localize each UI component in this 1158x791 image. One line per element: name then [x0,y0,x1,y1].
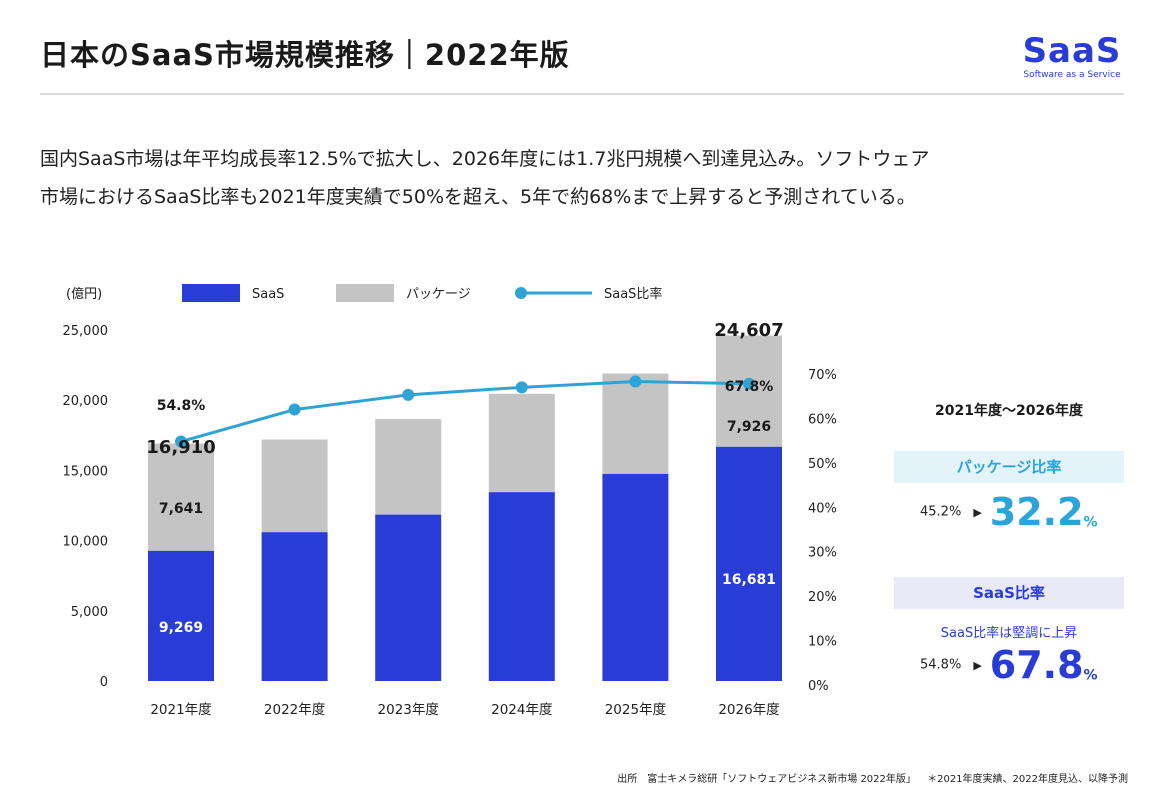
y-right-tick-label: 0% [808,679,829,694]
logo-wordmark: SaaS [1022,31,1122,71]
package-ratio-heading: パッケージ比率 [894,451,1124,483]
saas-ratio-kpi: 54.8% ▶ 67.8% [920,643,1120,687]
legend-label-package: パッケージ [406,287,471,302]
ratio-label-last: 67.8% [725,379,774,395]
y-axis-unit-label: (億円) [66,286,102,302]
saas-ratio-point [288,403,301,416]
saas-bar [148,550,214,681]
comparison-range: 2021年度～2026年度 [935,403,1083,419]
saas-bar [716,446,782,681]
ratio-label-first: 54.8% [157,398,206,414]
saas-ratio-point [402,388,415,401]
package-ratio-unit: % [1083,514,1098,531]
saas-value-label-last: 16,681 [722,572,776,588]
triangle-right-icon: ▶ [973,658,982,672]
lead-text: 国内SaaS市場は年平均成長率12.5%で拡大し、2026年度には1.7兆円規模… [40,140,1130,216]
package-bar [488,393,555,493]
saas-ratio-line [180,380,750,443]
legend-swatch-saas [182,284,240,302]
title-divider [40,93,1124,95]
saas-ratio-unit: % [1083,667,1098,684]
legend-label-ratio: SaaS比率 [604,286,662,302]
package-ratio-value: 32.2 [989,490,1084,534]
forecast-note: ＊2021年度実績、2022年度見込、以降予測 [927,774,1128,785]
saas-ratio-value: 67.8 [989,643,1084,687]
saas-ratio-point [743,377,755,390]
y-left-tick-label: 15,000 [63,464,109,479]
y-left-tick-label: 10,000 [63,535,109,550]
y-left-tick-label: 5,000 [71,605,108,620]
saas-ratio-heading: SaaS比率 [894,577,1124,609]
total-label-first: 16,910 [146,437,215,458]
package-ratio-from: 45.2% [920,504,962,520]
y-right-tick-label: 40% [808,501,837,516]
y-left-tick-label: 0 [100,675,108,690]
page-title: 日本のSaaS市場規模推移｜2022年版 [40,38,570,72]
y-right-tick-label: 30% [808,546,837,561]
x-tick-label: 2023年度 [378,702,439,718]
saas-bar [488,492,555,681]
logo-tagline: Software as a Service [1023,70,1121,80]
x-tick-label: 2025年度 [605,702,666,718]
lead-line-1: 国内SaaS市場は年平均成長率12.5%で拡大し、2026年度には1.7兆円規模… [40,148,930,170]
saas-bar [375,514,442,681]
y-right-tick-label: 70% [808,368,837,383]
y-right-tick-label: 60% [808,412,837,427]
y-left-tick-label: 25,000 [63,324,109,339]
x-tick-label: 2021年度 [150,702,211,718]
package-ratio-kpi: 45.2% ▶ 32.2% [920,490,1120,534]
saas-ratio-point [175,435,187,448]
saas-bar [261,532,328,681]
x-tick-label: 2026年度 [718,702,779,718]
package-value-label-last: 7,926 [727,419,771,435]
saas-ratio-point [629,375,642,388]
package-bar [602,373,669,474]
package-bar [148,443,214,551]
saas-bar [602,473,669,681]
saas-ratio-from: 54.8% [920,657,962,673]
saas-logo: SaaS Software as a Service [1018,34,1126,81]
lead-line-2: 市場におけるSaaS比率も2021年度実績で50%を超え、5年で約68%まで上昇… [40,186,916,208]
triangle-right-icon: ▶ [973,505,982,519]
y-left-tick-label: 20,000 [63,394,109,409]
legend-swatch-package [336,284,394,302]
package-bar [261,439,328,533]
y-right-tick-label: 20% [808,590,837,605]
saas-ratio-note: SaaS比率は堅調に上昇 [940,626,1078,641]
total-label-last: 24,607 [714,320,783,341]
y-right-tick-label: 10% [808,635,837,650]
legend-point-ratio [515,287,527,299]
x-tick-label: 2024年度 [491,702,552,718]
package-bar [716,335,782,447]
market-size-chart: (億円) 0 5,000 10,000 15,000 20,000 25,000 0% 10% 2… [63,284,837,718]
source-footer: 出所 富士キメラ総研「ソフトウェアビジネス新市場 2022年版」 ＊2021年度… [560,770,1128,785]
saas-ratio-point [515,381,528,394]
package-value-label-first: 7,641 [159,501,203,517]
saas-value-label-first: 9,269 [159,620,203,636]
source-citation: 出所 富士キメラ総研「ソフトウェアビジネス新市場 2022年版」 [617,774,916,785]
legend-label-saas: SaaS [252,287,284,302]
x-tick-label: 2022年度 [264,702,325,718]
y-right-tick-label: 50% [808,457,837,472]
package-bar [375,419,442,515]
